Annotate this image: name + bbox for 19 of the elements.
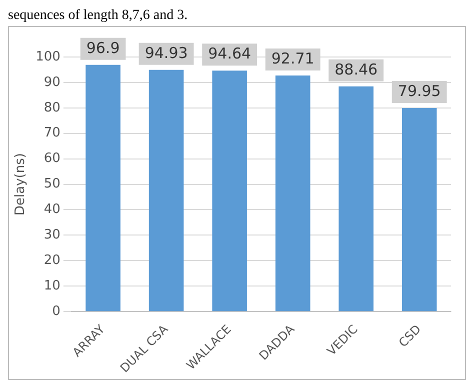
y-tick-label: 70 [44, 126, 60, 141]
y-tick-label: 80 [44, 100, 60, 116]
data-label: 94.64 [208, 44, 252, 63]
y-tick-label: 40 [44, 202, 60, 218]
y-tick-label: 0 [52, 304, 60, 319]
y-tick-label: 10 [44, 278, 60, 294]
y-tick-label: 30 [44, 228, 60, 243]
data-label: 88.46 [334, 60, 378, 78]
y-axis-title: Delay(ns) [13, 153, 28, 216]
y-tick-label: 20 [44, 253, 60, 268]
y-tick-label: 90 [44, 74, 60, 90]
data-label: 96.9 [86, 38, 120, 57]
y-tick-label: 100 [36, 49, 60, 64]
data-label: 94.93 [144, 44, 188, 62]
y-tick-label: 50 [44, 176, 60, 192]
data-label: 79.95 [398, 82, 441, 100]
y-tick-label: 60 [44, 151, 60, 166]
text: sequences of length 8,7,6 and 3. [8, 8, 189, 24]
data-label: 92.71 [271, 49, 314, 68]
